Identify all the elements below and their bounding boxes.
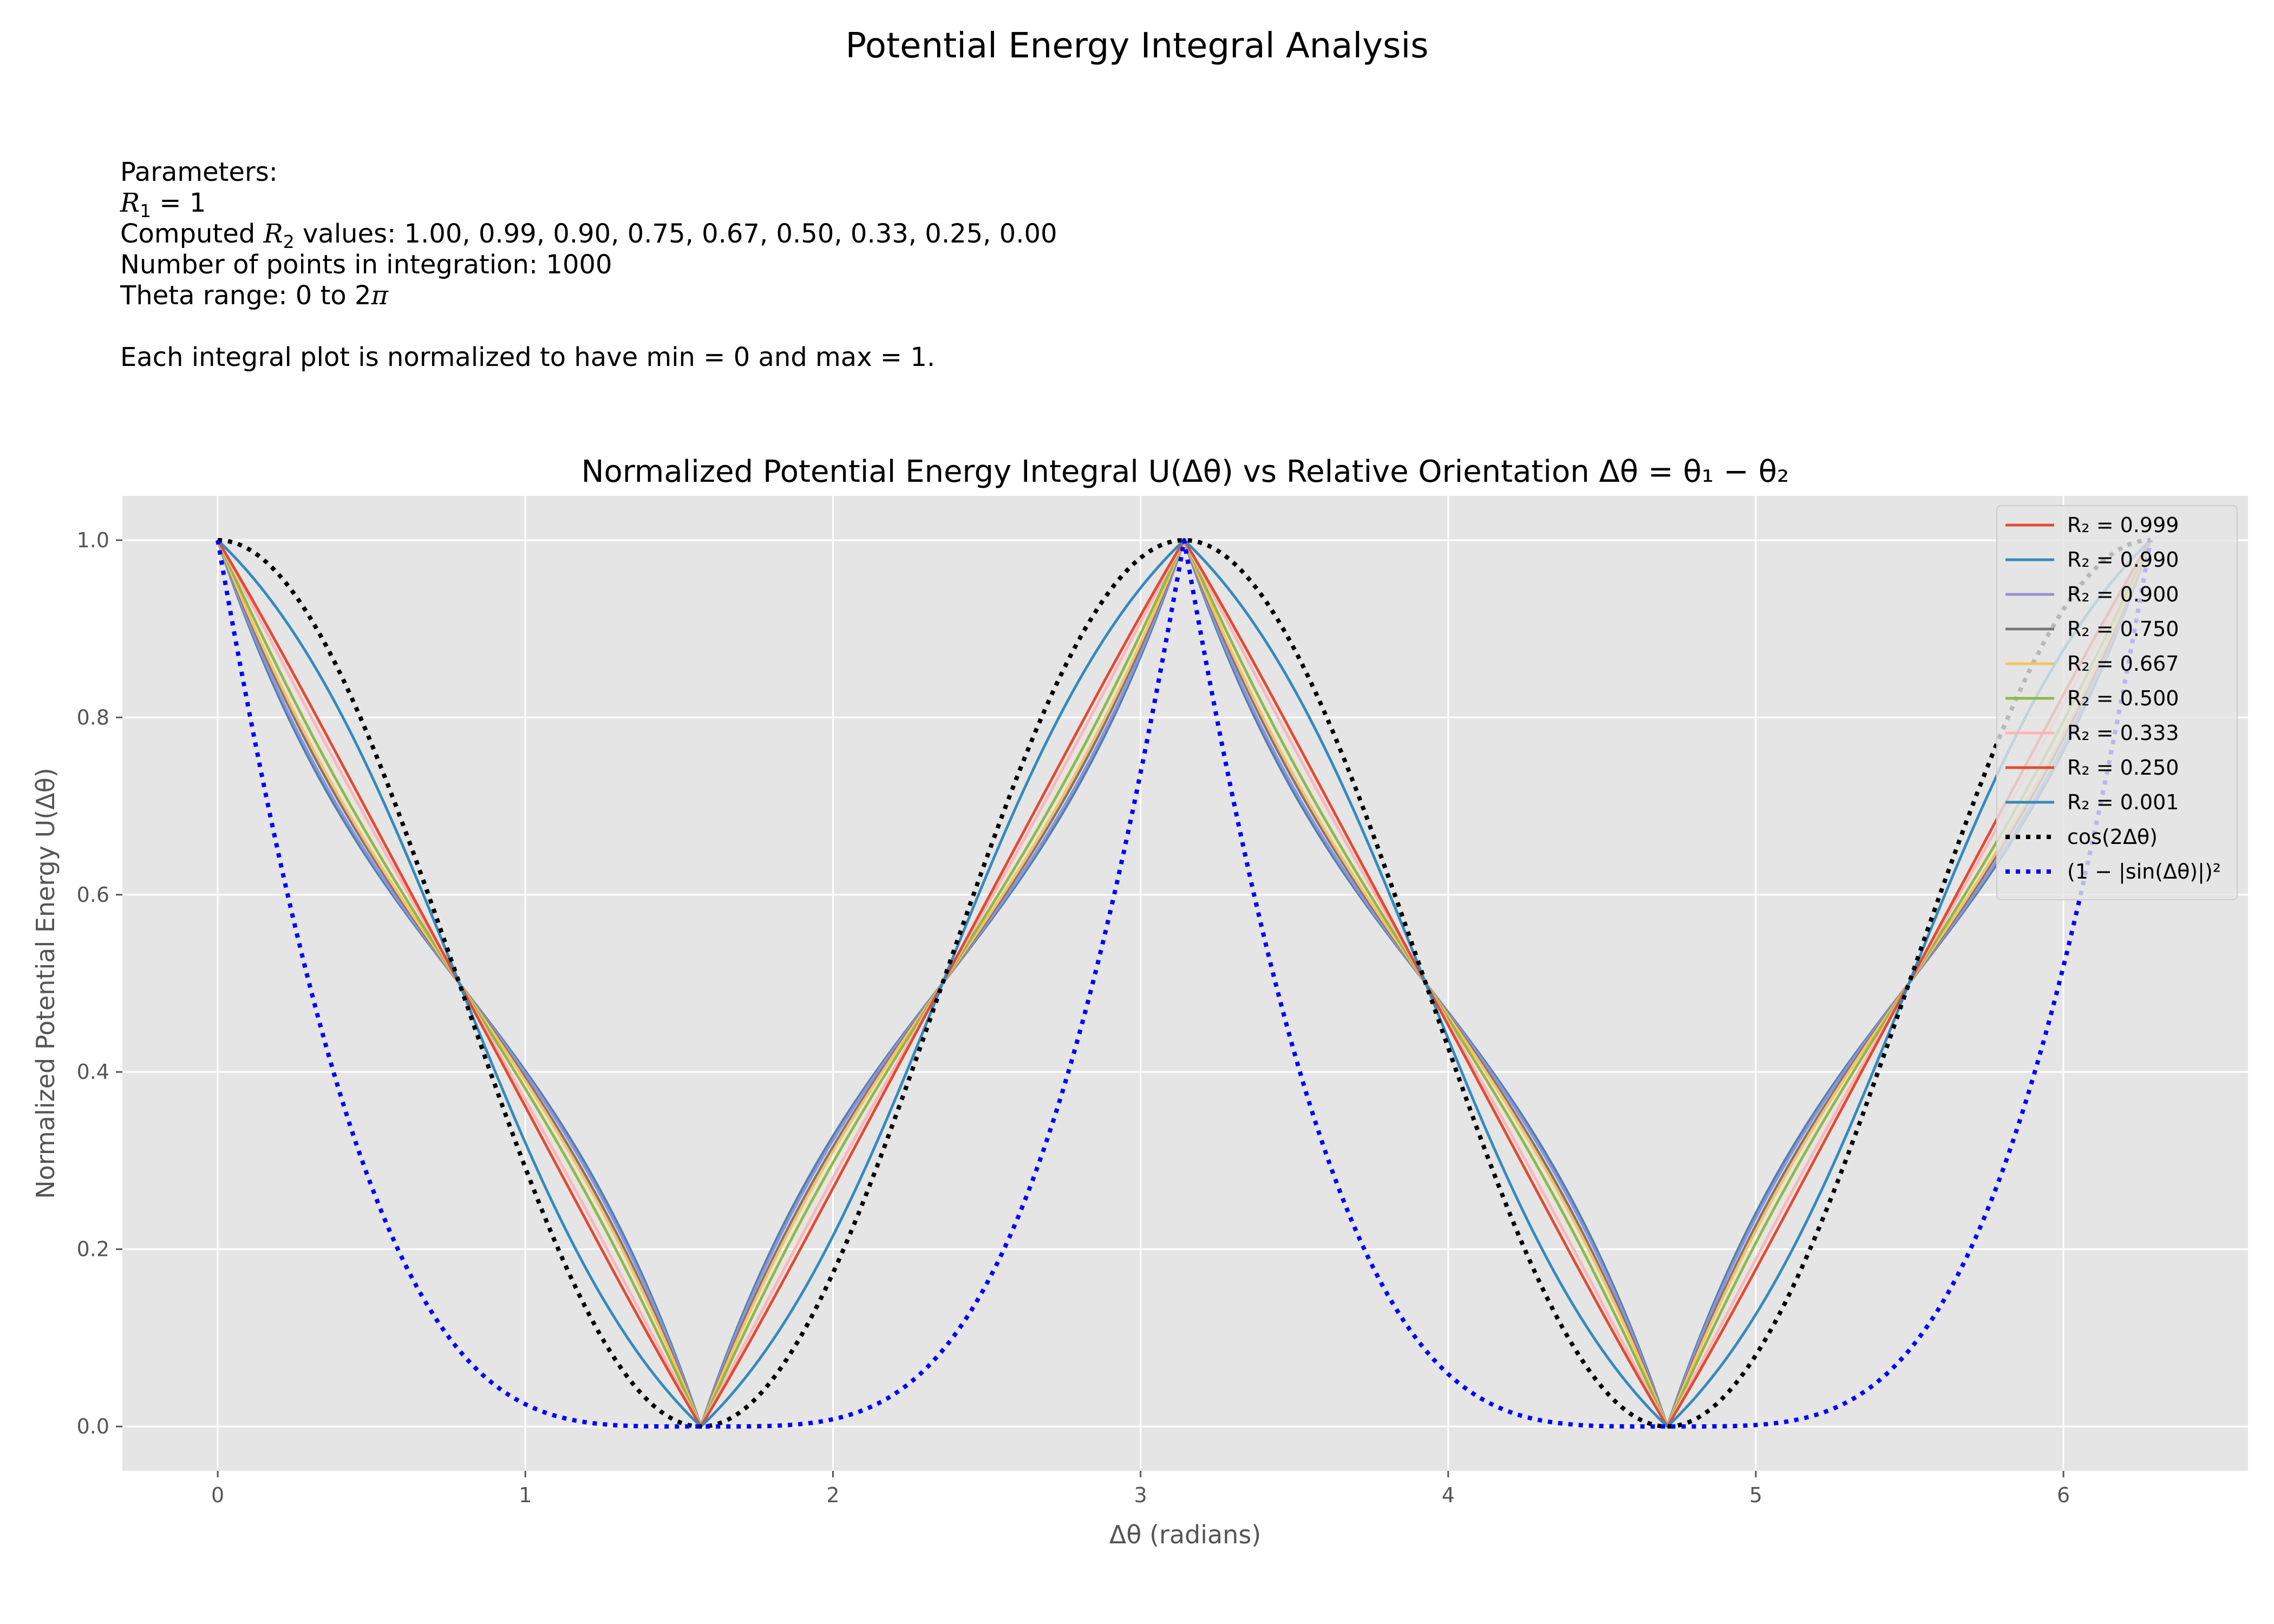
x-tick-label: 1 — [519, 1483, 532, 1507]
params-npoints: Number of points in integration: 1000 — [120, 250, 612, 280]
x-tick-label: 2 — [826, 1483, 839, 1507]
curves-group — [215, 538, 2153, 1429]
params-normalization-note: Each integral plot is normalized to have… — [120, 342, 936, 372]
legend-label-7: R₂ = 0.250 — [2067, 756, 2179, 780]
legend-label-6: R₂ = 0.333 — [2067, 721, 2179, 745]
legend-label-3: R₂ = 0.750 — [2067, 617, 2179, 641]
params-r1: R1 = 1 — [120, 188, 1057, 221]
legend-label-8: R₂ = 0.001 — [2067, 790, 2179, 814]
legend: R₂ = 0.999 R₂ = 0.990 R₂ = 0.900 R₂ = 0.750… — [1996, 505, 2238, 900]
chart-title: Normalized Potential Energy Integral U(Δ… — [581, 454, 1789, 489]
r2-subscript: 2 — [283, 231, 295, 252]
series-line-10 — [215, 538, 2153, 1429]
figure-title: Potential Energy Integral Analysis — [845, 26, 1429, 66]
parameters-block: Parameters: R1 = 1 Computed R2 values: 1… — [120, 157, 1057, 373]
plot-area — [122, 496, 2248, 1471]
r1-symbol: R — [120, 188, 140, 218]
y-axis-label: Normalized Potential Energy U(Δθ) — [31, 768, 60, 1199]
legend-label-5: R₂ = 0.500 — [2067, 686, 2179, 710]
y-tick-label: 0.0 — [77, 1415, 109, 1438]
legend-label-9: cos(2Δθ) — [2067, 825, 2158, 849]
params-theta-range: Theta range: 0 to 2π — [120, 280, 1057, 311]
x-axis-label: Δθ (radians) — [1109, 1520, 1262, 1549]
y-tick-label: 0.4 — [77, 1060, 109, 1084]
y-tick-label: 0.6 — [77, 883, 109, 907]
y-tick-label: 0.8 — [77, 705, 109, 729]
x-tick-label: 0 — [211, 1483, 224, 1507]
legend-frame — [1996, 505, 2238, 900]
x-tick-label: 6 — [2057, 1483, 2070, 1507]
r1-subscript: 1 — [140, 200, 152, 221]
x-tick-label: 5 — [1749, 1483, 1762, 1507]
x-tick-label: 3 — [1134, 1483, 1147, 1507]
legend-label-1: R₂ = 0.990 — [2067, 548, 2179, 572]
r2-prefix: Computed — [120, 219, 264, 249]
theta-range-text: Theta range: 0 to 2 — [120, 280, 371, 311]
x-tick-label: 4 — [1442, 1483, 1455, 1507]
legend-label-2: R₂ = 0.900 — [2067, 582, 2179, 606]
legend-label-10: (1 − |sin(Δθ)|)² — [2067, 860, 2221, 884]
r2-values-text: values: 1.00, 0.99, 0.90, 0.75, 0.67, 0.… — [294, 219, 1057, 249]
legend-label-4: R₂ = 0.667 — [2067, 652, 2179, 676]
params-r2-values: Computed R2 values: 1.00, 0.99, 0.90, 0.… — [120, 219, 1057, 252]
pi-symbol: π — [371, 280, 389, 311]
params-heading: Parameters: — [120, 157, 278, 187]
legend-label-0: R₂ = 0.999 — [2067, 513, 2179, 537]
y-tick-label: 1.0 — [77, 528, 109, 552]
y-tick-label: 0.2 — [77, 1237, 109, 1261]
r1-value: = 1 — [151, 188, 206, 218]
r2-symbol: R — [263, 219, 283, 249]
